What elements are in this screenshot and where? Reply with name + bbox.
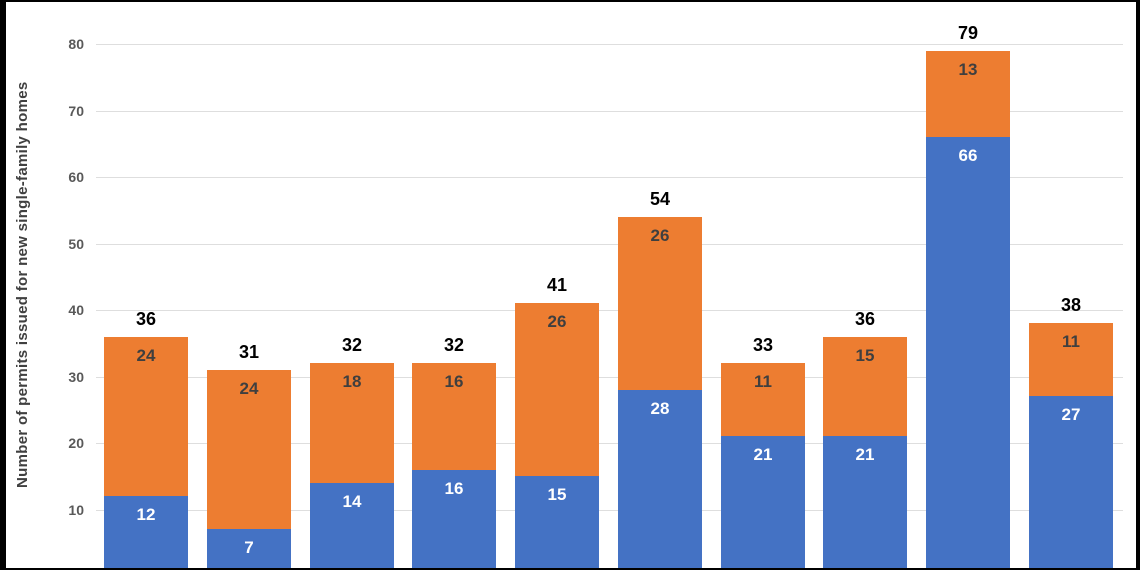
segment-value-label: 13 (958, 59, 978, 79)
segment-value-label: 18 (342, 372, 362, 392)
gridline (96, 443, 1123, 444)
bar-segment-bottom (207, 529, 291, 568)
y-tick-label: 40 (68, 302, 84, 318)
gridline (96, 44, 1123, 45)
segment-value-label: 27 (1061, 405, 1081, 425)
bar-segment-top (926, 50, 1010, 138)
gridline (96, 377, 1123, 378)
bar-segment-top (207, 369, 291, 530)
bar-segment-top (823, 336, 907, 437)
y-tick-label: 60 (68, 169, 84, 185)
segment-value-label: 11 (1062, 332, 1080, 352)
total-value-label: 33 (752, 335, 774, 356)
y-tick-label: 70 (68, 103, 84, 119)
bar-segment-top (618, 216, 702, 390)
total-value-label: 32 (341, 335, 363, 356)
y-tick-label: 30 (68, 369, 84, 385)
segment-value-label: 21 (753, 445, 773, 465)
segment-value-label: 7 (244, 538, 254, 558)
segment-value-label: 24 (136, 345, 156, 365)
bar-segment-bottom (823, 436, 907, 568)
segment-value-label: 14 (342, 491, 362, 511)
total-value-label: 54 (649, 188, 671, 209)
segment-value-label: 11 (754, 372, 772, 392)
segment-value-label: 26 (650, 225, 670, 245)
total-value-label: 36 (854, 308, 876, 329)
segment-value-label: 16 (444, 478, 464, 498)
gridline (96, 310, 1123, 311)
bar-segment-top (1029, 323, 1113, 397)
segment-value-label: 28 (650, 398, 670, 418)
bar-segment-bottom (412, 469, 496, 568)
total-value-label: 36 (135, 308, 157, 329)
y-tick-label: 10 (68, 502, 84, 518)
total-value-label: 38 (1060, 295, 1082, 316)
segment-value-label: 26 (547, 312, 567, 332)
bar-segment-bottom (618, 389, 702, 568)
bar-segment-bottom (721, 436, 805, 568)
y-tick-label: 20 (68, 435, 84, 451)
gridline (96, 244, 1123, 245)
bar-segment-bottom (1029, 396, 1113, 568)
segment-value-label: 15 (855, 345, 875, 365)
bar-segment-top (721, 363, 805, 437)
total-value-label: 32 (443, 335, 465, 356)
bar-segment-bottom (926, 137, 1010, 568)
segment-value-label: 21 (855, 445, 875, 465)
bar-segment-top (412, 363, 496, 470)
bar-segment-top (104, 336, 188, 497)
segment-value-label: 66 (958, 146, 978, 166)
y-axis-title: Number of permits issued for new single-… (14, 81, 31, 489)
bar-segment-top (310, 363, 394, 483)
total-value-label: 31 (238, 341, 260, 362)
y-tick-label: 50 (68, 236, 84, 252)
total-value-label: 79 (957, 22, 979, 43)
stacked-bar-chart: Number of permits issued for new single-… (6, 2, 1136, 568)
segment-value-label: 12 (136, 505, 156, 525)
gridline (96, 510, 1123, 511)
bar-segment-top (515, 303, 599, 477)
y-tick-label: 80 (68, 36, 84, 52)
gridline (96, 111, 1123, 112)
gridline (96, 177, 1123, 178)
bar-segment-bottom (310, 482, 394, 568)
bar-segment-bottom (515, 476, 599, 568)
bar-segment-bottom (104, 496, 188, 568)
segment-value-label: 15 (547, 485, 567, 505)
segment-value-label: 24 (239, 378, 259, 398)
total-value-label: 41 (546, 275, 568, 296)
segment-value-label: 16 (444, 372, 464, 392)
